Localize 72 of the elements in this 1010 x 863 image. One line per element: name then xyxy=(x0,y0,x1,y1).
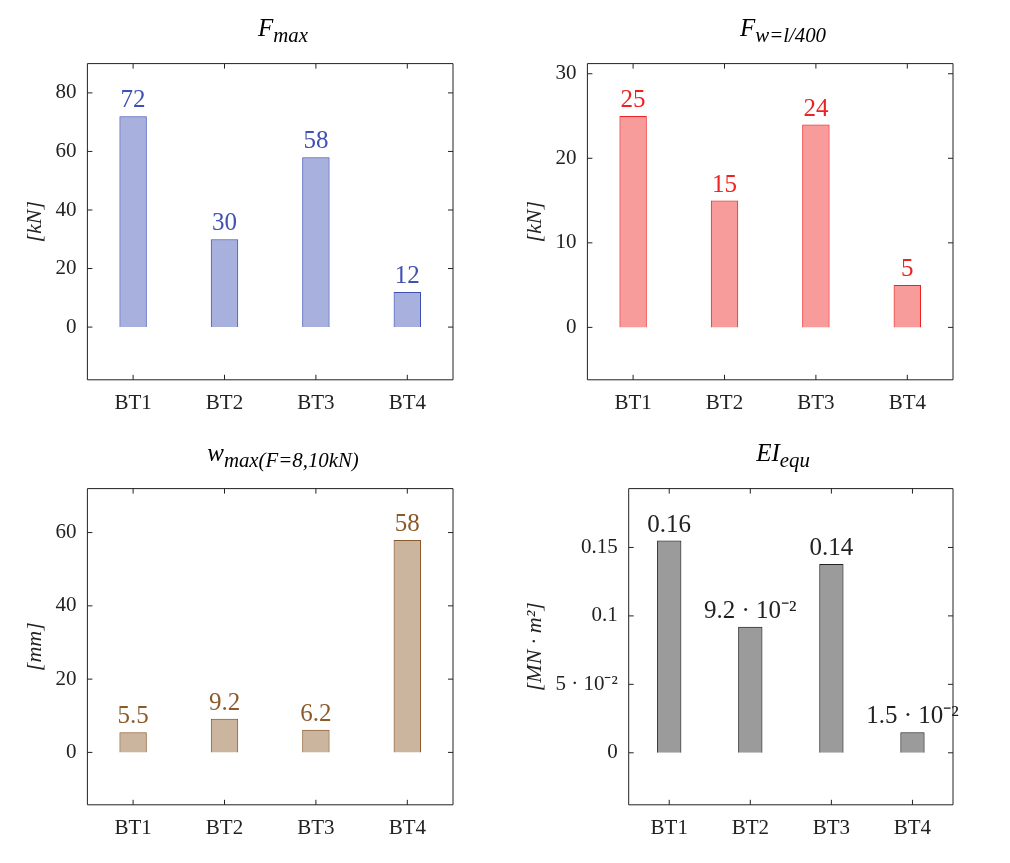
x-tick-label: BT1 xyxy=(614,389,652,414)
y-tick-label: 40 xyxy=(55,196,77,221)
bar xyxy=(803,125,829,328)
bar xyxy=(658,541,681,753)
x-tick-label: BT1 xyxy=(650,814,688,839)
x-tick-label: BT3 xyxy=(297,814,335,839)
x-tick-label: BT4 xyxy=(888,389,927,414)
y-tick-label: 40 xyxy=(55,592,77,617)
x-tick-label: BT4 xyxy=(893,814,932,839)
y-tick-label: 80 xyxy=(55,79,77,104)
y-tick-label: 10 xyxy=(555,229,577,254)
y-tick-label: 30 xyxy=(555,60,577,85)
bar xyxy=(901,733,924,753)
x-tick-label: BT4 xyxy=(388,814,427,839)
data-label: 58 xyxy=(303,126,329,154)
y-tick-label: 20 xyxy=(55,255,77,280)
bar xyxy=(819,563,844,753)
data-label: 24 xyxy=(803,93,829,121)
chart-title: F$_{max}$ xyxy=(257,13,309,48)
bar xyxy=(120,733,146,753)
x-tick-label: BT3 xyxy=(297,389,335,414)
x-tick-label: BT3 xyxy=(797,389,835,414)
y-tick-label: 5 · 10⁻² xyxy=(555,670,618,695)
data-label: 0.14 xyxy=(809,532,854,560)
data-label: 15 xyxy=(712,169,737,197)
data-label: 1.5 · 10⁻² xyxy=(866,701,959,729)
chart-title: w$_{max(F=8,10kN)}$ xyxy=(206,438,360,473)
y-tick-label: 0 xyxy=(565,313,577,338)
data-label: 58 xyxy=(394,508,420,536)
bar xyxy=(893,285,922,328)
data-label: 9.2 xyxy=(208,687,241,715)
data-label: 6.2 xyxy=(300,698,332,726)
bar xyxy=(393,539,422,753)
bar xyxy=(210,718,239,753)
x-tick-label: BT1 xyxy=(114,389,152,414)
data-label: 30 xyxy=(212,208,237,236)
y-tick-label: 0 xyxy=(65,313,77,338)
y-tick-label: 60 xyxy=(55,137,77,162)
x-tick-label: BT3 xyxy=(812,814,851,839)
bar xyxy=(303,158,329,328)
data-label: 25 xyxy=(620,85,646,113)
y-tick-label: 0.1 xyxy=(591,602,618,627)
y-tick-label: 0.15 xyxy=(580,533,618,558)
y-axis-title: [mm] xyxy=(20,622,46,672)
data-label: 5.5 xyxy=(117,701,149,729)
data-label: 0.16 xyxy=(647,509,692,537)
y-axis-title: [MN · m²] xyxy=(520,602,546,692)
x-tick-label: BT2 xyxy=(731,814,769,839)
bar xyxy=(620,117,646,328)
y-axis-title: [kN] xyxy=(20,200,46,243)
y-tick-label: 20 xyxy=(555,144,577,169)
y-tick-label: 0 xyxy=(607,739,618,764)
bar xyxy=(710,200,739,328)
x-tick-label: BT1 xyxy=(114,814,152,839)
y-tick-label: 60 xyxy=(55,519,77,544)
x-tick-label: BT4 xyxy=(388,389,427,414)
data-label: 12 xyxy=(394,261,420,289)
chart-title: F$_{w=l/400}$ xyxy=(738,13,827,48)
y-axis-title: [kN] xyxy=(520,200,546,243)
bar xyxy=(738,626,763,753)
data-label: 9.2 · 10⁻² xyxy=(704,595,797,623)
data-label: 72 xyxy=(120,85,146,113)
bar xyxy=(303,730,329,753)
x-tick-label: BT2 xyxy=(205,389,244,414)
x-tick-label: BT2 xyxy=(705,389,744,414)
y-tick-label: 0 xyxy=(65,738,77,763)
bar xyxy=(211,240,238,328)
bar xyxy=(120,117,146,328)
y-tick-label: 20 xyxy=(55,665,77,690)
data-label: 5 xyxy=(901,254,914,282)
chart-title: EI$_{equ}$ xyxy=(755,438,811,473)
x-tick-label: BT2 xyxy=(205,814,244,839)
